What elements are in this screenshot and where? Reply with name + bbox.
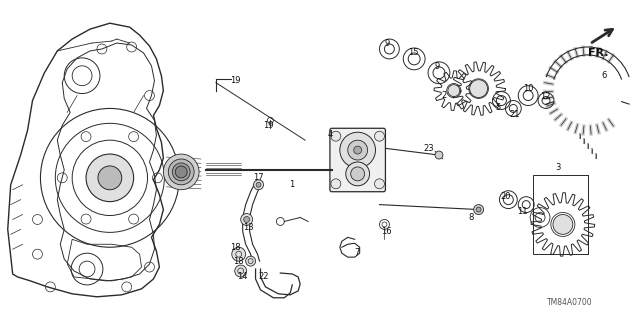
Text: 7: 7 bbox=[354, 248, 360, 257]
Circle shape bbox=[246, 256, 255, 266]
Circle shape bbox=[232, 247, 246, 261]
Circle shape bbox=[172, 163, 190, 181]
Circle shape bbox=[98, 166, 122, 190]
Circle shape bbox=[435, 151, 443, 159]
Text: 8: 8 bbox=[468, 213, 474, 222]
Circle shape bbox=[253, 180, 264, 190]
Circle shape bbox=[86, 154, 134, 202]
Text: 4: 4 bbox=[327, 130, 333, 139]
Text: 11: 11 bbox=[517, 207, 527, 216]
Text: 19: 19 bbox=[230, 76, 241, 85]
Text: 9: 9 bbox=[435, 62, 440, 71]
Circle shape bbox=[448, 85, 460, 97]
Circle shape bbox=[553, 214, 573, 234]
Circle shape bbox=[351, 167, 365, 181]
Bar bbox=[533, 175, 588, 254]
Text: 9: 9 bbox=[385, 38, 390, 48]
Circle shape bbox=[340, 132, 376, 168]
Text: 1: 1 bbox=[289, 180, 294, 189]
Text: 22: 22 bbox=[259, 272, 269, 282]
Text: 16: 16 bbox=[381, 227, 392, 236]
Text: 17: 17 bbox=[253, 173, 264, 182]
Text: 18: 18 bbox=[230, 243, 241, 252]
Circle shape bbox=[354, 146, 362, 154]
Text: 12: 12 bbox=[540, 92, 550, 101]
FancyBboxPatch shape bbox=[330, 128, 385, 192]
Text: 13: 13 bbox=[243, 223, 254, 232]
Circle shape bbox=[168, 159, 194, 185]
Text: 6: 6 bbox=[602, 71, 607, 80]
Text: TM84A0700: TM84A0700 bbox=[547, 298, 593, 307]
Circle shape bbox=[346, 162, 369, 186]
Circle shape bbox=[474, 204, 484, 214]
Circle shape bbox=[235, 265, 246, 277]
Circle shape bbox=[374, 179, 385, 189]
Text: 15: 15 bbox=[408, 48, 419, 57]
Text: 21: 21 bbox=[509, 110, 520, 119]
Text: 18: 18 bbox=[234, 257, 244, 266]
Text: 5: 5 bbox=[496, 103, 501, 112]
Circle shape bbox=[348, 140, 367, 160]
Text: 23: 23 bbox=[424, 144, 435, 153]
Circle shape bbox=[331, 179, 341, 189]
Circle shape bbox=[163, 154, 199, 190]
Text: 2: 2 bbox=[442, 91, 447, 100]
Circle shape bbox=[241, 213, 253, 225]
Circle shape bbox=[175, 166, 187, 178]
Text: 19: 19 bbox=[263, 121, 274, 130]
Text: 20: 20 bbox=[500, 192, 511, 201]
Circle shape bbox=[476, 207, 481, 212]
Text: 14: 14 bbox=[237, 272, 248, 282]
Text: FR.: FR. bbox=[588, 48, 608, 58]
Circle shape bbox=[331, 131, 341, 141]
Circle shape bbox=[256, 182, 261, 187]
Circle shape bbox=[470, 80, 488, 98]
Text: 10: 10 bbox=[523, 84, 533, 93]
Circle shape bbox=[374, 131, 385, 141]
Text: 3: 3 bbox=[556, 164, 561, 172]
Circle shape bbox=[244, 217, 250, 222]
